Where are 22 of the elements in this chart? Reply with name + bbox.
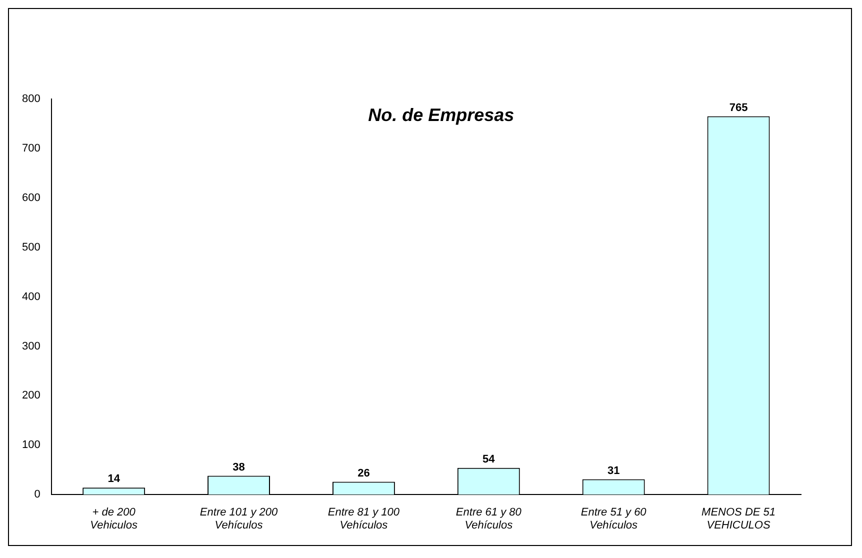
data-label: 31 (607, 464, 620, 477)
y-tick-label: 100 (22, 439, 40, 452)
x-tick-label: + de 200 Vehiculos (90, 506, 138, 532)
y-tick-label: 700 (22, 142, 40, 154)
y-tick-label: 300 (22, 340, 40, 352)
data-label: 14 (108, 473, 121, 486)
x-tick-label: MENOS DE 51 VEHICULOS (702, 506, 776, 532)
y-tick-label: 600 (22, 192, 40, 204)
data-label: 38 (232, 461, 245, 474)
x-tick-label: Entre 101 y 200 Vehículos (200, 506, 278, 532)
x-tick-label: Entre 61 y 80 Vehículos (456, 506, 522, 532)
chart-title: No. de Empresas (368, 104, 514, 125)
x-tick-label: Entre 81 y 100 Vehículos (328, 506, 400, 532)
x-tick-label: Entre 51 y 60 Vehículos (580, 506, 648, 532)
y-tick-label: 800 (22, 93, 40, 106)
data-label: 26 (358, 467, 370, 480)
data-label: 765 (729, 102, 748, 114)
y-tick-label: 500 (22, 241, 40, 254)
data-label: 54 (482, 453, 496, 466)
y-tick-label: 200 (22, 390, 40, 402)
y-tick-label: 400 (22, 290, 40, 303)
y-tick-label: 0 (34, 488, 40, 501)
